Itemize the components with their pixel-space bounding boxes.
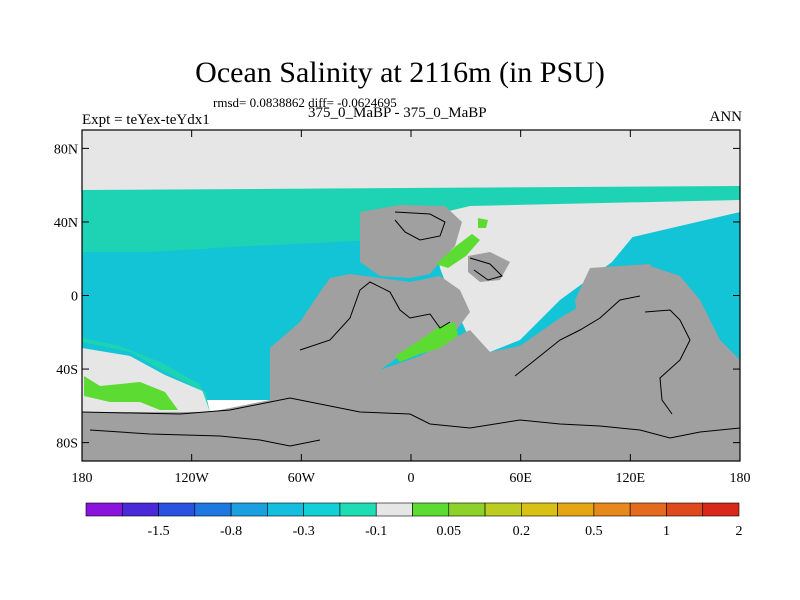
y-tick-label-2: 0 [71,290,78,305]
colorbar-swatch-12 [521,502,558,517]
colorbar-label-8: 2 [736,524,743,539]
green-spot-north [478,218,488,228]
y-tick-label-1: 40N [54,216,78,231]
colorbar-swatch-9 [412,502,450,517]
y-axis: 80N 40N 0 40S 80S [54,142,740,452]
colorbar-swatch-6 [303,502,341,517]
colorbar-swatch-4 [230,502,268,517]
coastline-central-island [469,257,503,281]
colorbar-swatch-7 [339,502,377,517]
coastline-southwest [89,429,321,447]
colorbar-swatch-2 [158,502,196,517]
green-patch-southwest [84,376,178,410]
x-axis: 180 120W 60W 0 60E 120E 180 [72,130,751,486]
colorbar-label-5: 0.2 [513,524,531,539]
land-eurasia [360,205,462,278]
colorbar: -1.5 -0.8 -0.3 -0.1 0.05 0.2 0.5 1 2 [85,502,743,539]
y-tick-label-4: 80S [56,437,78,452]
period-label: 375_0_MaBP - 375_0_MaBP [308,105,487,121]
colorbar-swatch-1 [121,502,159,517]
season-label: ANN [709,109,743,125]
central-near-zero-region [435,206,640,352]
colorbar-label-1: -0.8 [220,524,242,539]
colorbar-swatch-8 [375,502,413,517]
colorbar-label-2: -0.3 [293,524,315,539]
y-tick-label-3: 40S [56,363,78,378]
x-tick-label-5: 120E [616,471,646,486]
x-tick-label-3: 0 [408,471,415,486]
green-strip-central [395,322,458,362]
plot-title: Ocean Salinity at 2116m (in PSU) [195,56,605,89]
x-tick-label-0: 180 [72,471,93,486]
coastlines [82,211,740,447]
rmsd-diff-stats: rmsd= 0.0838862 diff= -0.0624695 [213,95,397,110]
colorbar-label-0: -1.5 [147,524,169,539]
land-central-island [468,252,510,282]
land-east-block [575,264,700,390]
colorbar-swatch-5 [267,502,304,517]
colorbar-label-4: 0.05 [437,524,462,539]
land-main-continent [82,266,740,461]
colorbar-swatch-0 [85,502,123,517]
colorbar-label-3: -0.1 [365,524,387,539]
x-tick-label-4: 60E [509,471,532,486]
coastline-land-west [299,281,451,351]
x-tick-label-1: 120W [175,471,210,486]
map-field [82,130,740,461]
coastline-land-east [514,295,641,377]
north-edge-teal [82,186,740,198]
colorbar-swatch-15 [629,502,667,517]
colorbar-swatch-3 [194,502,232,517]
colorbar-swatch-16 [666,502,704,517]
experiment-label: Expt = teYex-teYdx1 [82,112,210,128]
x-tick-label-6: 180 [730,471,751,486]
colorbar-label-6: 0.5 [585,524,603,539]
colorbar-swatch-11 [484,502,522,517]
north-near-zero-region [82,130,740,194]
green-strip-north [436,234,480,268]
colorbar-swatch-17 [702,502,740,517]
colorbar-label-7: 1 [663,524,670,539]
coastline-south [82,397,740,439]
x-tick-label-2: 60W [288,471,316,486]
colorbar-swatch-14 [593,502,631,517]
coastline-eurasia [394,211,446,241]
ne-near-zero-wedge [470,200,740,240]
coastline-east-margin [644,309,691,415]
y-tick-label-0: 80N [54,142,78,157]
colorbar-swatch-10 [448,502,486,517]
colorbar-swatch-13 [557,502,595,517]
